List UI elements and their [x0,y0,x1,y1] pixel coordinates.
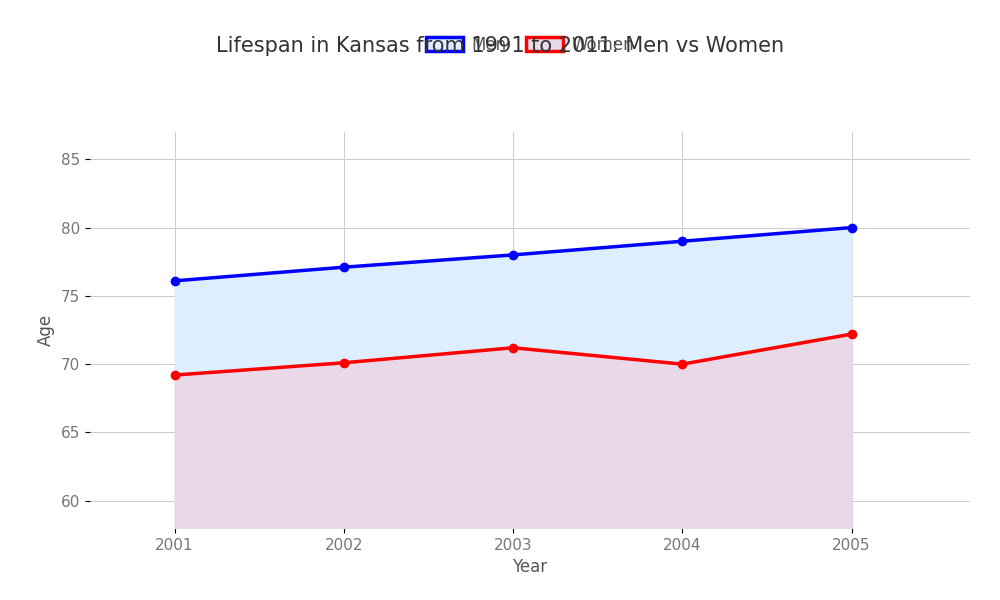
X-axis label: Year: Year [512,558,548,576]
Y-axis label: Age: Age [37,314,55,346]
Legend: Men, Women: Men, Women [419,29,641,61]
Text: Lifespan in Kansas from 1991 to 2011: Men vs Women: Lifespan in Kansas from 1991 to 2011: Me… [216,36,784,56]
